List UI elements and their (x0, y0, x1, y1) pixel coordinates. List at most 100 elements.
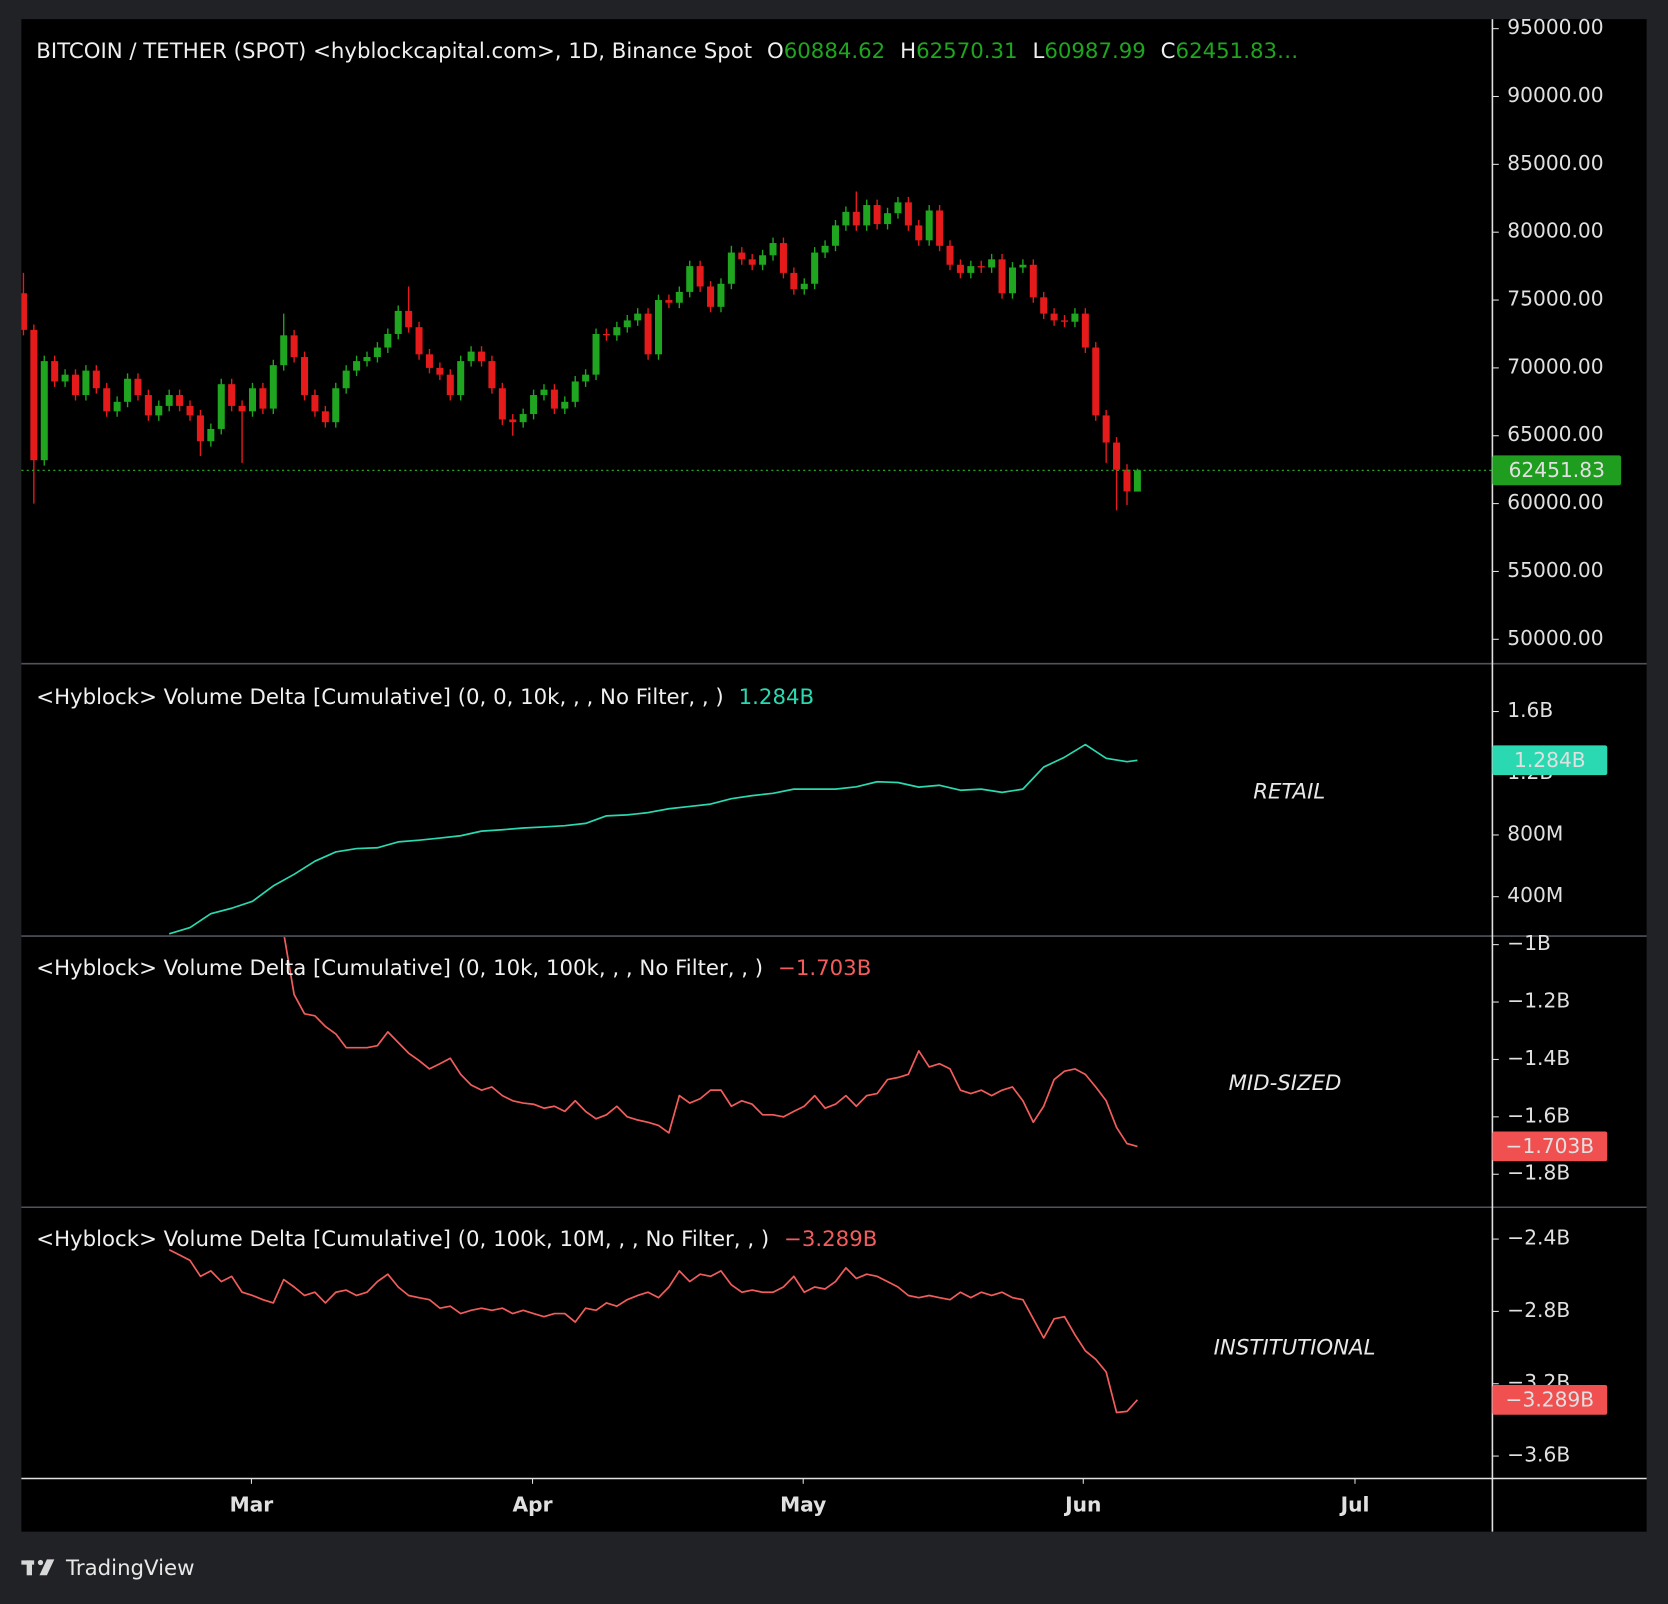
y-tick-label: −1.8B (1507, 1161, 1570, 1185)
y-tick-label: 85000.00 (1507, 151, 1603, 175)
candle-body (988, 259, 996, 268)
candle-body (1029, 264, 1037, 298)
candle-body (363, 357, 371, 362)
candle-body (519, 414, 527, 423)
pane-annotation: MID-SIZED (1229, 1071, 1342, 1096)
candle-body (290, 335, 298, 358)
candle-body (956, 264, 964, 273)
candle-body (196, 415, 204, 442)
pane-annotation: RETAIL (1253, 779, 1325, 804)
candle-body (436, 367, 444, 375)
candle-body (113, 401, 121, 412)
candle-body (217, 384, 225, 429)
y-tick-label: 50000.00 (1507, 626, 1603, 650)
candle-body (1123, 469, 1131, 492)
chart-header: BITCOIN / TETHER (SPOT) <hyblockcapital.… (36, 39, 1298, 64)
price-badge-label: −3.289B (1506, 1387, 1595, 1411)
candle-body (415, 327, 423, 355)
y-tick-label: 1.6B (1507, 698, 1553, 722)
y-tick-label: 70000.00 (1507, 354, 1603, 378)
candle-body (509, 419, 517, 423)
candle-body (686, 266, 694, 292)
candle-body (1092, 347, 1100, 416)
candle-body (103, 388, 111, 412)
candle-body (707, 286, 715, 307)
candle-body (228, 384, 236, 406)
x-tick-label: Jul (1339, 1493, 1370, 1517)
candle-body (811, 252, 819, 284)
y-tick-label: −1.6B (1507, 1103, 1570, 1127)
price-badge (1492, 745, 1608, 776)
indicator-header: <Hyblock> Volume Delta [Cumulative] (0, … (36, 956, 871, 981)
candle-body (1071, 313, 1079, 322)
price-badge (1492, 455, 1622, 486)
candle-body (1050, 313, 1058, 321)
y-tick-label: −1B (1507, 931, 1551, 955)
candle-body (1008, 267, 1016, 294)
candle-body (842, 211, 850, 226)
indicator-title: <Hyblock> Volume Delta [Cumulative] (0, … (36, 685, 723, 710)
candle-body (654, 300, 663, 355)
candle-body (353, 361, 361, 371)
candle-body (259, 388, 267, 409)
candle-body (915, 225, 923, 241)
candle-body (1081, 313, 1089, 348)
y-tick-label: 400M (1507, 883, 1563, 907)
candle-body (269, 365, 277, 409)
indicator-header: <Hyblock> Volume Delta [Cumulative] (0, … (36, 685, 814, 710)
ohlc-value: 62570.31 (916, 39, 1017, 64)
candle-body (602, 333, 610, 336)
y-tick-label: 75000.00 (1507, 287, 1603, 311)
candle-body (61, 374, 69, 382)
candle-body (384, 333, 392, 348)
candle-body (946, 245, 954, 265)
candle-body (238, 405, 246, 412)
x-tick-label: Mar (230, 1493, 274, 1517)
y-tick-label: −3.6B (1507, 1443, 1570, 1467)
x-tick-label: Apr (513, 1493, 553, 1517)
candle-body (1061, 320, 1069, 322)
candle-body (821, 245, 829, 253)
candle-body (488, 361, 496, 389)
candle-body (561, 401, 569, 409)
ohlc-value: 62451.83 (1176, 39, 1277, 64)
candle-body (540, 389, 548, 396)
candle-body (40, 361, 48, 461)
candle-body (321, 411, 329, 423)
y-tick-label: 90000.00 (1507, 83, 1603, 107)
x-tick-label: Jun (1063, 1493, 1101, 1517)
candle-body (790, 272, 798, 290)
indicator-line (283, 937, 1138, 1148)
y-tick-label: 80000.00 (1507, 219, 1603, 243)
candle-body (165, 395, 173, 406)
candle-body (405, 310, 413, 328)
ohlc-label: H (900, 39, 916, 64)
pane-annotation: INSTITUTIONAL (1214, 1336, 1376, 1361)
candle-body (51, 361, 59, 382)
candle-body (478, 351, 486, 362)
candle-body (925, 210, 933, 241)
price-badge (1492, 1384, 1608, 1415)
price-badge-label: 1.284B (1514, 748, 1586, 772)
y-tick-label: 60000.00 (1507, 490, 1603, 514)
candle-body (665, 300, 673, 303)
candle-body (394, 310, 402, 334)
ohlc-value: 60884.62 (784, 39, 885, 64)
price-badge-label: 62451.83 (1509, 458, 1605, 482)
candle-body (1113, 442, 1121, 470)
candle-body (759, 255, 767, 265)
candle-body (977, 266, 985, 268)
candle-body (457, 361, 465, 396)
candle-body (696, 266, 704, 287)
chart-title: BITCOIN / TETHER (SPOT) <hyblockcapital.… (36, 39, 752, 64)
candle-body (1019, 264, 1027, 268)
candle-body (144, 395, 152, 416)
candle-body (280, 335, 288, 366)
candle-body (311, 395, 319, 412)
x-tick-label: May (780, 1493, 826, 1517)
candle-body (936, 210, 944, 246)
candle-body (779, 243, 787, 273)
candle-body (332, 388, 340, 423)
candle-body (1040, 297, 1048, 314)
candle-body (124, 378, 132, 402)
